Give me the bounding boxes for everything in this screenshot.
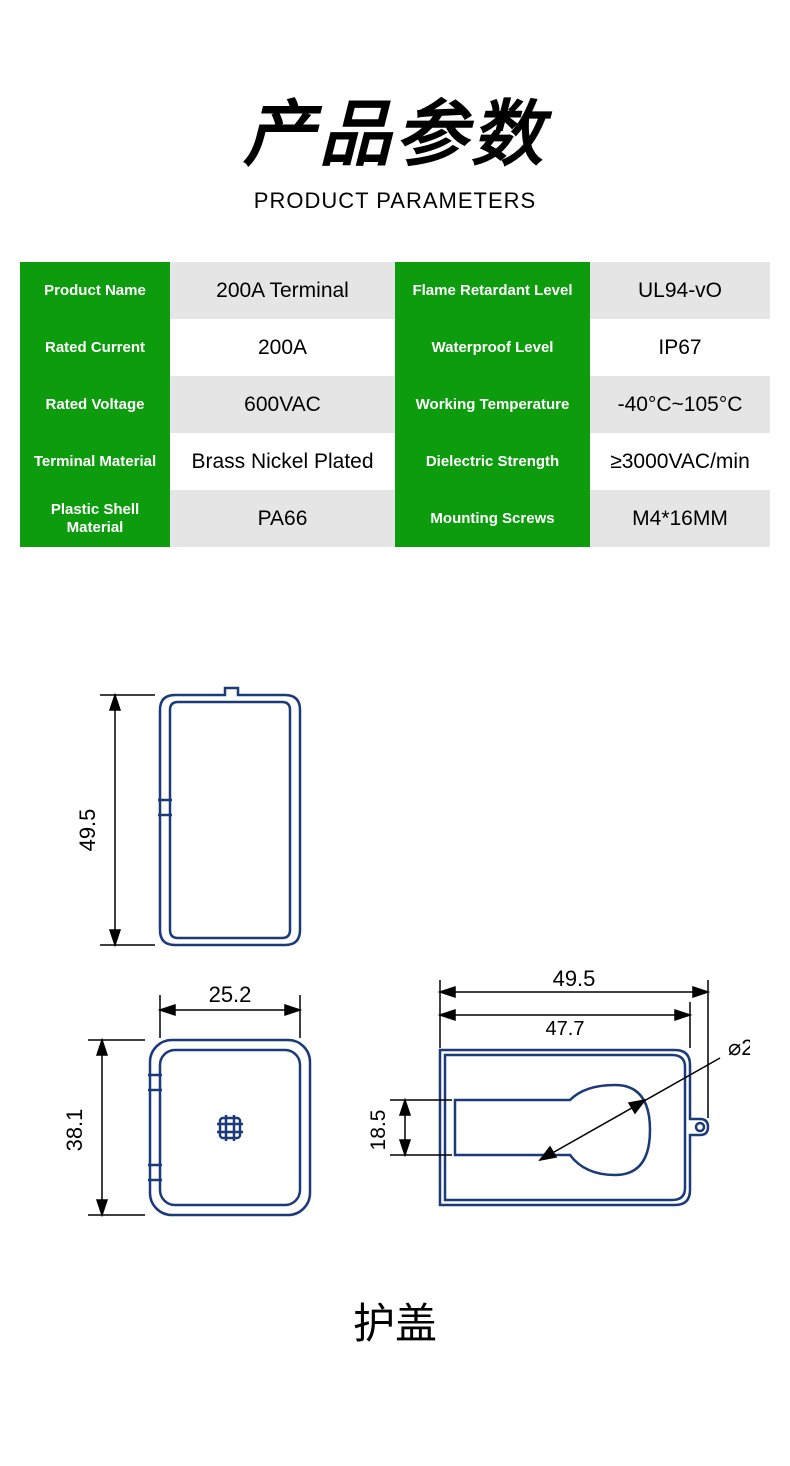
header-block: 产品参数 PRODUCT PARAMETERS [0,0,790,214]
component-label: 护盖 [0,1290,790,1351]
param-value: IP67 [590,319,770,376]
dim-slot-h: 18.5 [367,1110,390,1151]
param-label: Flame Retardant Level [395,262,590,319]
title-chinese: 产品参数 [0,75,790,180]
param-value: PA66 [170,490,395,547]
param-label: Working Temperature [395,376,590,433]
dim-top-height: 38.1 [62,1109,87,1152]
param-label: Terminal Material [20,433,170,490]
dim-side-height: 49.5 [75,809,100,852]
param-value: M4*16MM [590,490,770,547]
param-label: Dielectric Strength [395,433,590,490]
dim-top-width: 25.2 [209,982,252,1007]
param-value: -40°C~105°C [590,376,770,433]
param-label: Plastic Shell Material [20,490,170,547]
title-english: PRODUCT PARAMETERS [0,188,790,214]
param-value: 600VAC [170,376,395,433]
param-value: Brass Nickel Plated [170,433,395,490]
param-value: 200A Terminal [170,262,395,319]
param-value: 200A [170,319,395,376]
param-label: Rated Current [20,319,170,376]
param-value: UL94-vO [590,262,770,319]
dim-front-inner: 47.7 [546,1018,585,1040]
parameters-table: Product Name200A TerminalFlame Retardant… [20,262,770,547]
dim-hole-dia: ⌀20.8 [728,1035,750,1060]
param-label: Product Name [20,262,170,319]
dim-front-outer: 49.5 [553,966,596,991]
param-label: Mounting Screws [395,490,590,547]
param-label: Waterproof Level [395,319,590,376]
technical-drawing: 49.5 25.2 38.1 [40,680,750,1240]
param-label: Rated Voltage [20,376,170,433]
param-value: ≥3000VAC/min [590,433,770,490]
